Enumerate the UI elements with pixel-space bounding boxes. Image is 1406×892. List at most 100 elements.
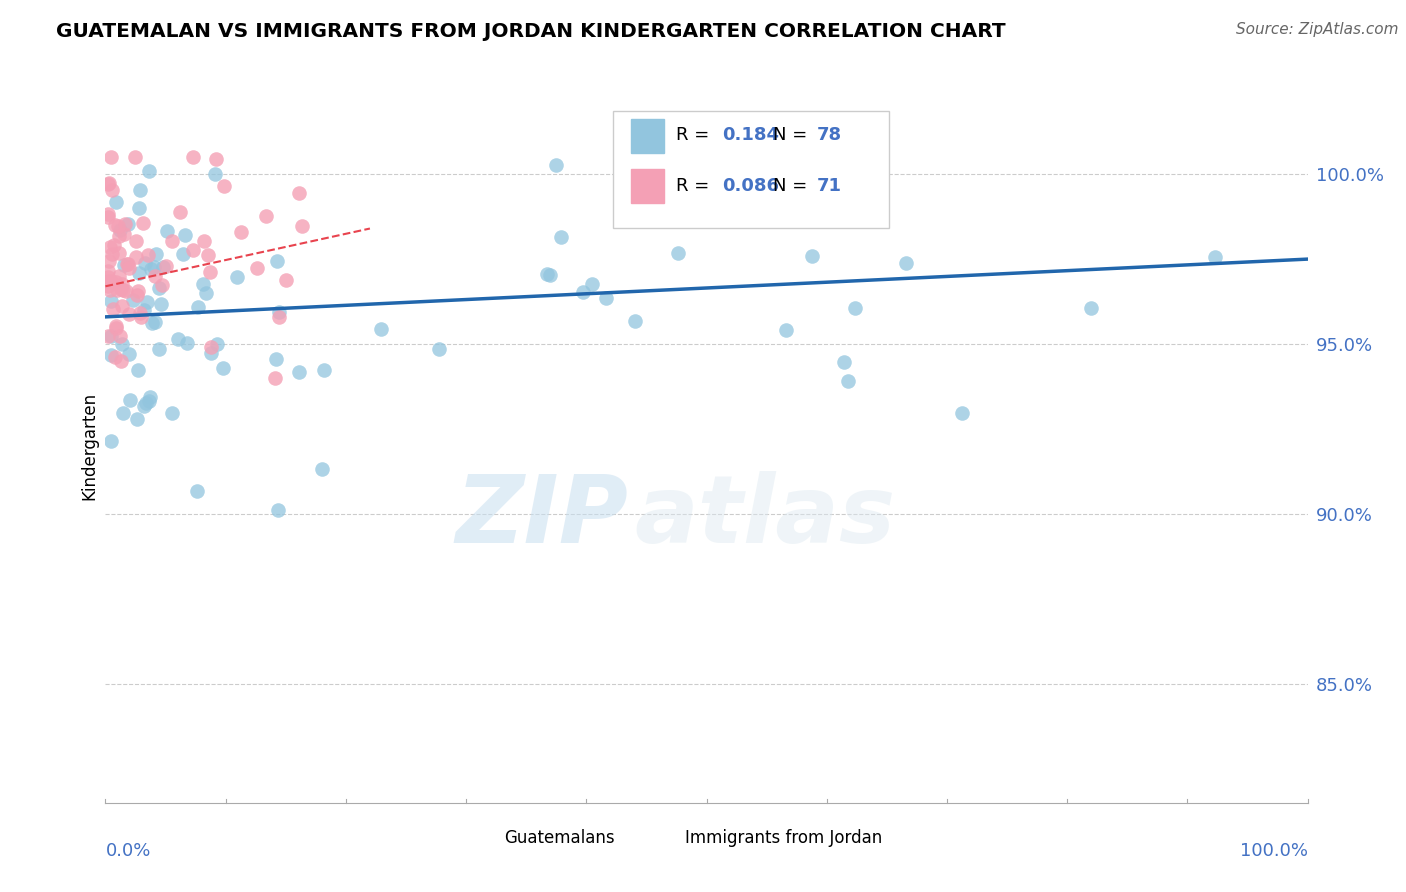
Text: GUATEMALAN VS IMMIGRANTS FROM JORDAN KINDERGARTEN CORRELATION CHART: GUATEMALAN VS IMMIGRANTS FROM JORDAN KIN… bbox=[56, 22, 1005, 41]
Point bbox=[538, 268, 561, 282]
Point bbox=[167, 333, 190, 347]
Point bbox=[150, 296, 173, 310]
Point bbox=[894, 256, 917, 270]
Point bbox=[138, 164, 160, 178]
Point bbox=[174, 228, 197, 243]
Point bbox=[100, 274, 122, 288]
Point bbox=[212, 179, 235, 194]
Point bbox=[107, 219, 129, 233]
Point bbox=[132, 216, 155, 230]
Point bbox=[112, 283, 135, 297]
Point bbox=[172, 246, 194, 260]
Point bbox=[288, 186, 311, 200]
Point bbox=[110, 353, 132, 368]
Text: atlas: atlas bbox=[634, 471, 896, 564]
Point bbox=[128, 266, 150, 280]
Point bbox=[1204, 250, 1226, 264]
Point bbox=[254, 209, 277, 223]
Point bbox=[100, 348, 122, 362]
Point bbox=[97, 270, 120, 285]
Point bbox=[160, 405, 183, 419]
Point bbox=[181, 243, 204, 257]
Text: Immigrants from Jordan: Immigrants from Jordan bbox=[685, 829, 882, 847]
Point bbox=[139, 262, 162, 277]
Point bbox=[229, 225, 252, 239]
Point bbox=[176, 335, 198, 350]
Point bbox=[427, 343, 450, 357]
Text: 71: 71 bbox=[817, 177, 842, 194]
Point bbox=[100, 293, 122, 308]
Point bbox=[121, 293, 143, 308]
Point bbox=[193, 234, 215, 248]
Point bbox=[101, 301, 124, 316]
Point bbox=[145, 315, 167, 329]
Text: ZIP: ZIP bbox=[456, 471, 628, 564]
Point bbox=[115, 257, 138, 271]
Point bbox=[204, 167, 226, 181]
Point bbox=[117, 260, 139, 275]
Point bbox=[105, 275, 128, 289]
Point bbox=[104, 218, 127, 232]
Point bbox=[155, 259, 177, 273]
Point bbox=[139, 391, 162, 405]
Point bbox=[291, 219, 314, 234]
Point bbox=[101, 246, 124, 260]
Point bbox=[135, 396, 157, 410]
Point bbox=[550, 229, 572, 244]
Point bbox=[145, 247, 167, 261]
Point bbox=[266, 254, 288, 268]
Point bbox=[138, 394, 160, 409]
Point bbox=[370, 322, 392, 336]
Point bbox=[112, 259, 135, 273]
Point bbox=[105, 318, 128, 333]
Point bbox=[800, 249, 823, 263]
Point bbox=[311, 461, 333, 475]
Point bbox=[127, 287, 149, 301]
Point bbox=[111, 337, 134, 351]
Point bbox=[267, 503, 290, 517]
Point bbox=[197, 248, 219, 262]
Point bbox=[624, 313, 647, 327]
Point bbox=[118, 307, 141, 321]
FancyBboxPatch shape bbox=[652, 826, 676, 849]
Point bbox=[169, 205, 191, 219]
Point bbox=[98, 240, 121, 254]
Point bbox=[125, 234, 148, 248]
Point bbox=[127, 285, 149, 299]
Point bbox=[148, 281, 170, 295]
Point bbox=[128, 201, 150, 215]
Point bbox=[143, 268, 166, 283]
Point bbox=[112, 227, 135, 241]
Point bbox=[225, 269, 247, 284]
Point bbox=[668, 245, 690, 260]
Point bbox=[115, 284, 138, 298]
Text: 0.086: 0.086 bbox=[723, 177, 779, 194]
Point bbox=[832, 355, 855, 369]
Point bbox=[105, 321, 128, 335]
Point bbox=[267, 305, 290, 319]
Point bbox=[595, 292, 617, 306]
Point bbox=[162, 234, 184, 248]
Point bbox=[97, 279, 120, 293]
Point bbox=[572, 285, 595, 300]
Point bbox=[837, 374, 859, 388]
Point bbox=[97, 329, 120, 343]
FancyBboxPatch shape bbox=[472, 826, 496, 849]
Point bbox=[100, 328, 122, 343]
Point bbox=[98, 176, 121, 190]
Point bbox=[127, 363, 149, 377]
Point bbox=[264, 371, 287, 385]
Point bbox=[266, 351, 288, 366]
Point bbox=[97, 274, 120, 288]
Point bbox=[125, 250, 148, 264]
Point bbox=[200, 340, 222, 354]
Point bbox=[97, 177, 120, 191]
Text: R =: R = bbox=[676, 126, 716, 144]
Point bbox=[132, 399, 155, 413]
Point bbox=[950, 406, 973, 420]
Point bbox=[187, 300, 209, 314]
Point bbox=[97, 210, 120, 224]
Point bbox=[111, 406, 134, 420]
Text: 0.0%: 0.0% bbox=[105, 842, 150, 860]
Point bbox=[274, 273, 297, 287]
